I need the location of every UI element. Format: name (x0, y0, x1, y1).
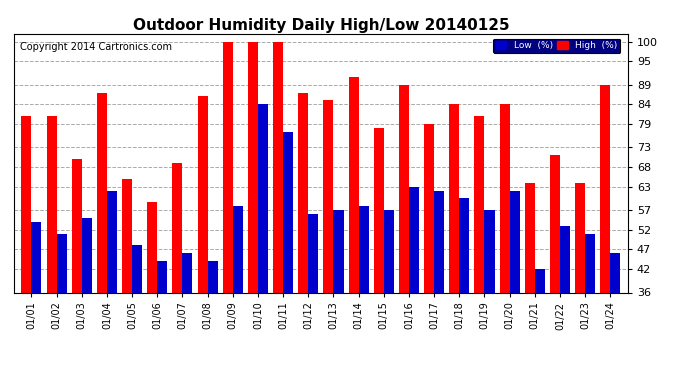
Bar (258, 104, 268, 375)
Bar (585, 234, 595, 375)
Bar (132, 246, 142, 375)
Bar (449, 104, 460, 375)
Bar (57, 234, 67, 375)
Bar (46, 116, 57, 375)
Bar (610, 253, 620, 375)
Bar (500, 104, 510, 375)
Bar (348, 77, 359, 375)
Bar (182, 253, 193, 375)
Bar (409, 187, 419, 375)
Bar (359, 206, 368, 375)
Bar (424, 124, 434, 375)
Bar (399, 85, 409, 375)
Bar (172, 163, 182, 375)
Bar (157, 261, 168, 375)
Bar (374, 128, 384, 375)
Bar (97, 93, 107, 375)
Bar (575, 183, 585, 375)
Bar (81, 218, 92, 375)
Bar (460, 198, 469, 375)
Bar (333, 210, 344, 375)
Bar (122, 179, 132, 375)
Bar (484, 210, 495, 375)
Bar (197, 96, 208, 375)
Bar (434, 190, 444, 375)
Bar (223, 42, 233, 375)
Text: Copyright 2014 Cartronics.com: Copyright 2014 Cartronics.com (20, 42, 172, 51)
Bar (283, 132, 293, 375)
Bar (273, 42, 283, 375)
Bar (324, 100, 333, 375)
Bar (233, 206, 243, 375)
Bar (147, 202, 157, 375)
Legend: Low  (%), High  (%): Low (%), High (%) (493, 39, 620, 53)
Bar (248, 42, 258, 375)
Bar (298, 93, 308, 375)
Title: Outdoor Humidity Daily High/Low 20140125: Outdoor Humidity Daily High/Low 20140125 (132, 18, 509, 33)
Bar (535, 269, 545, 375)
Bar (600, 85, 610, 375)
Bar (32, 222, 41, 375)
Bar (550, 155, 560, 375)
Bar (308, 214, 318, 375)
Bar (72, 159, 81, 375)
Bar (208, 261, 217, 375)
Bar (560, 226, 570, 375)
Bar (510, 190, 520, 375)
Bar (475, 116, 484, 375)
Bar (384, 210, 394, 375)
Bar (107, 190, 117, 375)
Bar (524, 183, 535, 375)
Bar (21, 116, 32, 375)
